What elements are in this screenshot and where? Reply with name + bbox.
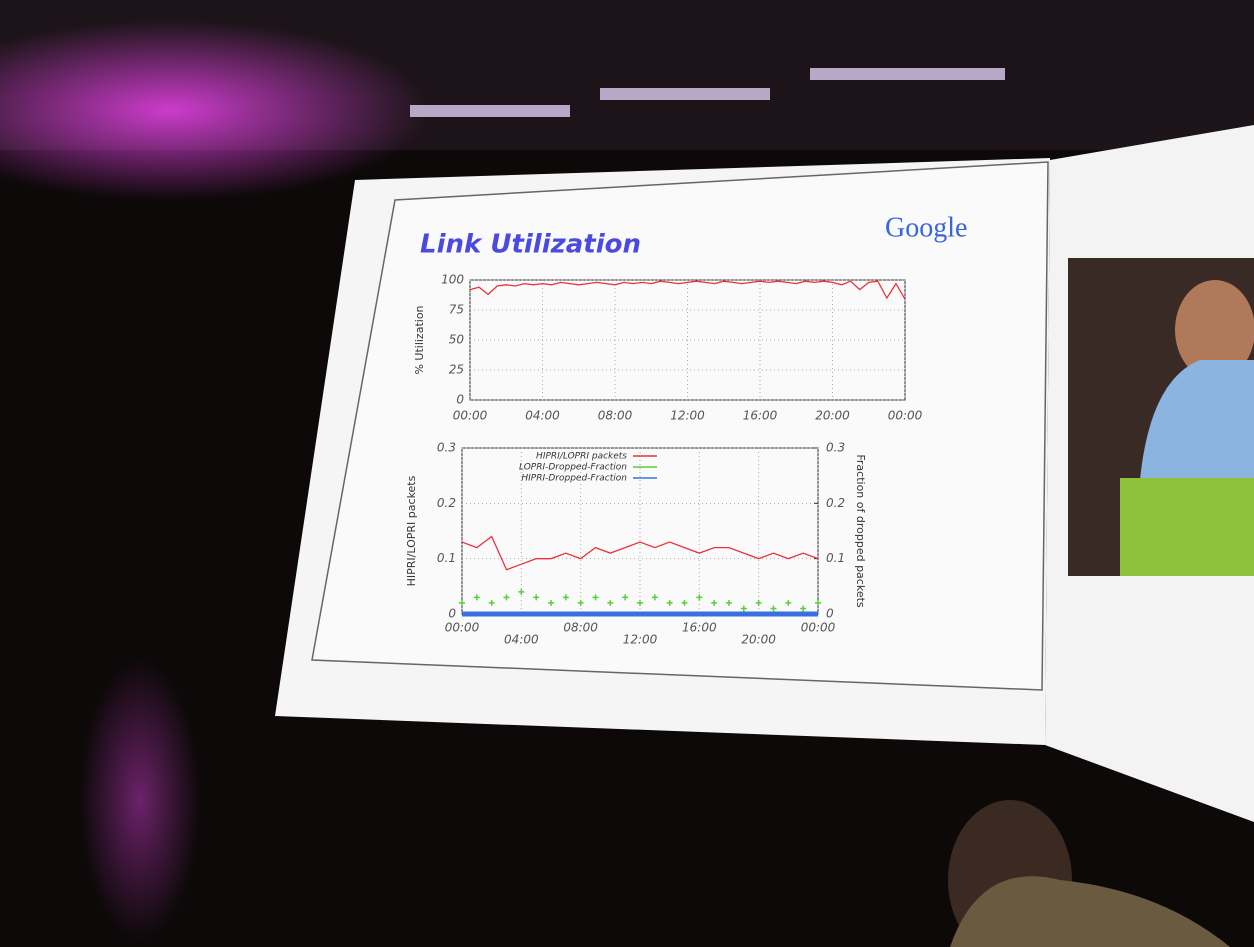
x-tick-label: 00:00 bbox=[445, 621, 480, 635]
y2-tick-label: 0 bbox=[826, 607, 834, 621]
y2-tick-label: 0.1 bbox=[826, 551, 845, 565]
y-axis-label: % Utilization bbox=[413, 305, 426, 374]
floor-light bbox=[80, 660, 200, 940]
x-tick-label: 16:00 bbox=[682, 621, 717, 635]
podium bbox=[1120, 478, 1254, 576]
y-tick-label: 25 bbox=[449, 363, 464, 377]
x-tick-label: 20:00 bbox=[741, 633, 776, 647]
x-tick-label: 04:00 bbox=[504, 633, 539, 647]
x-tick-label: 16:00 bbox=[743, 409, 778, 423]
page: Link Utilization Google 025507510000:000… bbox=[0, 0, 1254, 947]
x-tick-label: 08:00 bbox=[598, 409, 633, 423]
x-tick-label: 12:00 bbox=[670, 409, 705, 423]
y-tick-label: 0.3 bbox=[437, 441, 456, 455]
ceiling-light bbox=[600, 88, 770, 100]
legend-label: HIPRI/LOPRI packets bbox=[536, 452, 627, 462]
x-tick-label: 00:00 bbox=[801, 621, 836, 635]
x-tick-label: 12:00 bbox=[623, 633, 658, 647]
x-tick-label: 00:00 bbox=[453, 409, 488, 423]
y-tick-label: 100 bbox=[441, 273, 464, 287]
y-tick-label: 0 bbox=[456, 393, 464, 407]
legend-label: HIPRI-Dropped-Fraction bbox=[521, 474, 627, 484]
y-tick-label: 0.1 bbox=[437, 551, 456, 565]
x-tick-label: 08:00 bbox=[563, 621, 598, 635]
ceiling-light bbox=[410, 105, 570, 117]
y2-tick-label: 0.3 bbox=[826, 441, 845, 455]
photo: Link Utilization Google 025507510000:000… bbox=[0, 0, 1254, 947]
logo: Google bbox=[885, 212, 967, 243]
slide-title: Link Utilization bbox=[420, 230, 641, 260]
legend-label: LOPRI-Dropped-Fraction bbox=[519, 463, 627, 473]
x-tick-label: 04:00 bbox=[525, 409, 560, 423]
x-tick-label: 20:00 bbox=[815, 409, 850, 423]
y-tick-label: 50 bbox=[449, 333, 465, 347]
y2-tick-label: 0.2 bbox=[826, 496, 845, 510]
y-tick-label: 0 bbox=[448, 607, 456, 621]
y-tick-label: 0.2 bbox=[437, 496, 456, 510]
x-tick-label: 00:00 bbox=[888, 409, 923, 423]
y-tick-label: 75 bbox=[449, 303, 464, 317]
ceiling-light bbox=[810, 68, 1005, 80]
y2-axis-label: Fraction of dropped packets bbox=[854, 454, 867, 608]
y-axis-label: HIPRI/LOPRI packets bbox=[405, 475, 418, 586]
